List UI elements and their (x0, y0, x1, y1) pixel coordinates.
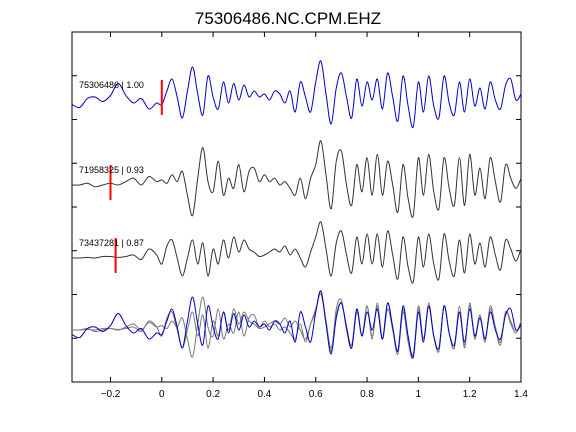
x-tick-label: 1.2 (463, 389, 477, 400)
x-tick-label: 1 (416, 389, 422, 400)
plot-area: 75306486 | 1.00 71958325 | 0.93 73437281 |… (71, 60, 522, 359)
x-axis: −0.2 0 0.2 0.4 0.6 0.8 1 1.2 1.4 (101, 32, 528, 400)
x-tick-label: 0 (159, 389, 165, 400)
trace-label-2: 71958325 | 0.93 (79, 165, 144, 175)
x-tick-label: 0.6 (309, 389, 323, 400)
waveform-trace-3 (71, 221, 522, 284)
trace-label-3: 73437281 | 0.87 (79, 238, 144, 248)
trace-label-1: 75306486 | 1.00 (79, 80, 144, 90)
x-tick-label: 0.2 (206, 389, 220, 400)
x-tick-label: −0.2 (101, 389, 121, 400)
overlay-trace-1 (71, 290, 522, 359)
waveform-trace-2 (71, 140, 522, 218)
x-tick-label: 0.4 (257, 389, 271, 400)
waveform-trace-1 (71, 60, 522, 129)
x-tick-label: 1.4 (514, 389, 528, 400)
chart-title: 75306486.NC.CPM.EHZ (195, 9, 381, 28)
x-tick-label: 0.8 (360, 389, 374, 400)
y-axis-ticks (72, 75, 521, 339)
